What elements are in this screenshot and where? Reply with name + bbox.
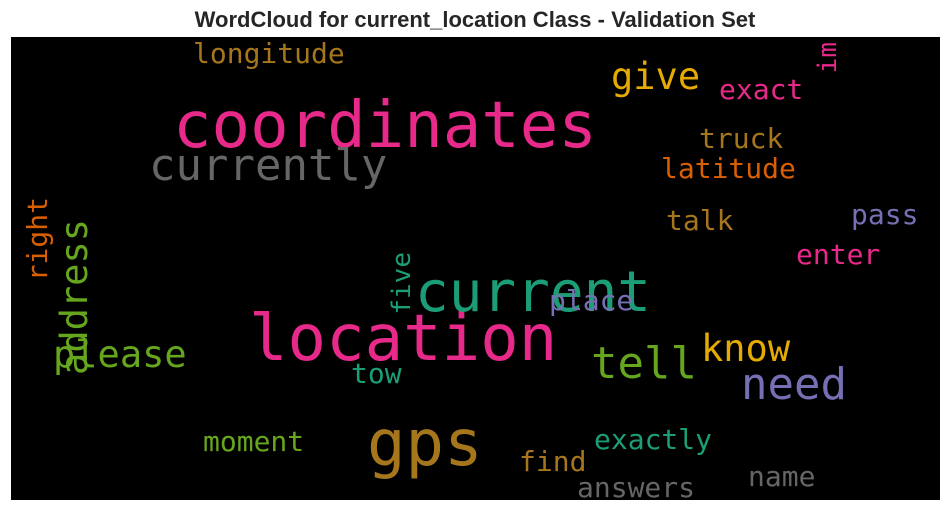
- chart-title: WordCloud for current_location Class - V…: [194, 7, 756, 32]
- wordcloud-canvas: coordinates location current gps currently ne…: [11, 37, 940, 500]
- word-know: know: [701, 327, 791, 370]
- word-pass: pass: [851, 198, 918, 231]
- word-address: address: [53, 219, 96, 375]
- word-latitude: latitude: [661, 152, 796, 185]
- word-moment: moment: [203, 425, 304, 458]
- word-find: find: [519, 445, 586, 478]
- word-current: current: [415, 260, 651, 325]
- word-gps: gps: [367, 407, 483, 481]
- word-im: im: [813, 42, 843, 73]
- word-place: place: [549, 284, 633, 317]
- word-need: need: [741, 359, 847, 410]
- word-coordinates: coordinates: [173, 89, 597, 163]
- word-location: location: [249, 302, 557, 376]
- word-tell: tell: [591, 338, 697, 389]
- word-exact: exact: [719, 73, 803, 106]
- word-give: give: [611, 55, 700, 98]
- word-five: five: [387, 252, 417, 315]
- word-please: please: [53, 333, 187, 376]
- word-longitude: longitude: [193, 37, 345, 70]
- word-enter: enter: [796, 238, 880, 271]
- word-truck: truck: [699, 122, 783, 155]
- word-exactly: exactly: [594, 423, 712, 456]
- word-right: right: [21, 197, 54, 281]
- word-name: name: [748, 460, 815, 493]
- word-currently: currently: [149, 140, 387, 191]
- word-answers: answers: [577, 471, 695, 500]
- word-tow: tow: [351, 357, 402, 390]
- word-talk: talk: [666, 204, 734, 237]
